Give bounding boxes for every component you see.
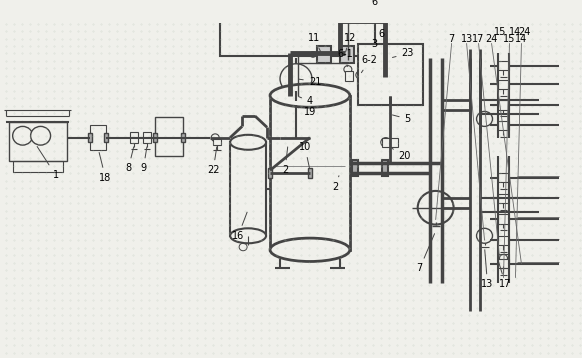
Bar bbox=[153, 133, 157, 142]
Circle shape bbox=[13, 126, 33, 145]
Text: 11: 11 bbox=[308, 33, 321, 52]
Ellipse shape bbox=[270, 84, 350, 107]
Text: 6: 6 bbox=[372, 0, 378, 7]
Text: 23: 23 bbox=[392, 48, 414, 58]
Text: 6-1: 6-1 bbox=[337, 49, 353, 67]
Bar bbox=[382, 137, 398, 147]
Text: 5: 5 bbox=[392, 114, 411, 124]
Bar bbox=[345, 71, 353, 81]
Bar bbox=[294, 133, 298, 142]
Bar bbox=[143, 132, 151, 143]
Bar bbox=[317, 46, 331, 63]
Text: 20: 20 bbox=[392, 149, 411, 161]
Text: 6: 6 bbox=[379, 29, 385, 39]
Circle shape bbox=[280, 64, 312, 94]
Text: 22: 22 bbox=[207, 147, 219, 175]
Text: 10: 10 bbox=[299, 142, 311, 168]
Ellipse shape bbox=[230, 228, 266, 243]
Ellipse shape bbox=[270, 238, 350, 261]
Bar bbox=[498, 100, 509, 110]
Bar bbox=[220, 0, 375, 56]
Bar bbox=[340, 46, 354, 63]
Text: 15: 15 bbox=[503, 34, 516, 44]
Bar bbox=[290, 101, 302, 107]
Text: 14: 14 bbox=[509, 27, 521, 37]
Text: 4: 4 bbox=[299, 96, 313, 106]
Text: 2: 2 bbox=[282, 147, 288, 175]
Text: 18: 18 bbox=[99, 153, 112, 183]
Ellipse shape bbox=[230, 135, 266, 150]
Text: 3: 3 bbox=[363, 39, 378, 49]
Circle shape bbox=[418, 191, 453, 224]
Text: 15: 15 bbox=[494, 27, 507, 37]
Circle shape bbox=[477, 111, 492, 126]
Text: 8: 8 bbox=[125, 147, 134, 174]
Bar bbox=[498, 121, 509, 130]
Text: 7: 7 bbox=[417, 234, 435, 274]
Bar bbox=[90, 125, 107, 150]
Bar bbox=[130, 132, 139, 143]
Bar bbox=[213, 140, 221, 145]
Circle shape bbox=[31, 126, 51, 145]
Bar bbox=[268, 169, 272, 178]
Bar bbox=[498, 173, 509, 183]
Bar bbox=[155, 117, 183, 156]
Circle shape bbox=[477, 228, 492, 243]
Bar bbox=[270, 96, 350, 250]
Bar bbox=[498, 214, 509, 224]
Bar bbox=[278, 133, 282, 142]
Text: 21: 21 bbox=[299, 77, 321, 87]
Bar bbox=[88, 133, 93, 142]
Text: 13: 13 bbox=[460, 34, 473, 44]
Bar bbox=[230, 142, 266, 236]
Text: 7: 7 bbox=[449, 34, 455, 44]
Text: 2: 2 bbox=[332, 176, 339, 192]
Text: 14: 14 bbox=[515, 34, 527, 44]
Bar bbox=[498, 236, 509, 245]
Text: 19: 19 bbox=[296, 107, 316, 117]
Bar bbox=[13, 161, 62, 172]
Text: 16: 16 bbox=[232, 212, 247, 241]
Bar bbox=[498, 259, 509, 268]
Text: 24: 24 bbox=[518, 27, 531, 37]
Text: 13: 13 bbox=[481, 250, 494, 289]
Text: 24: 24 bbox=[485, 34, 498, 44]
Text: 12: 12 bbox=[344, 33, 356, 52]
Text: 17: 17 bbox=[498, 261, 512, 289]
Bar bbox=[498, 194, 509, 203]
Bar bbox=[382, 160, 388, 176]
Bar bbox=[358, 44, 423, 105]
Bar bbox=[352, 160, 358, 176]
Bar bbox=[498, 61, 509, 70]
Text: 6-2: 6-2 bbox=[361, 55, 378, 73]
Bar bbox=[498, 80, 509, 89]
Bar bbox=[104, 133, 108, 142]
Bar bbox=[9, 122, 66, 161]
Text: 17: 17 bbox=[473, 34, 485, 44]
Bar bbox=[357, 77, 365, 86]
Bar bbox=[181, 133, 185, 142]
Text: 9: 9 bbox=[140, 147, 147, 174]
Bar bbox=[308, 169, 312, 178]
Bar bbox=[498, 255, 509, 262]
Text: 1: 1 bbox=[37, 146, 59, 180]
